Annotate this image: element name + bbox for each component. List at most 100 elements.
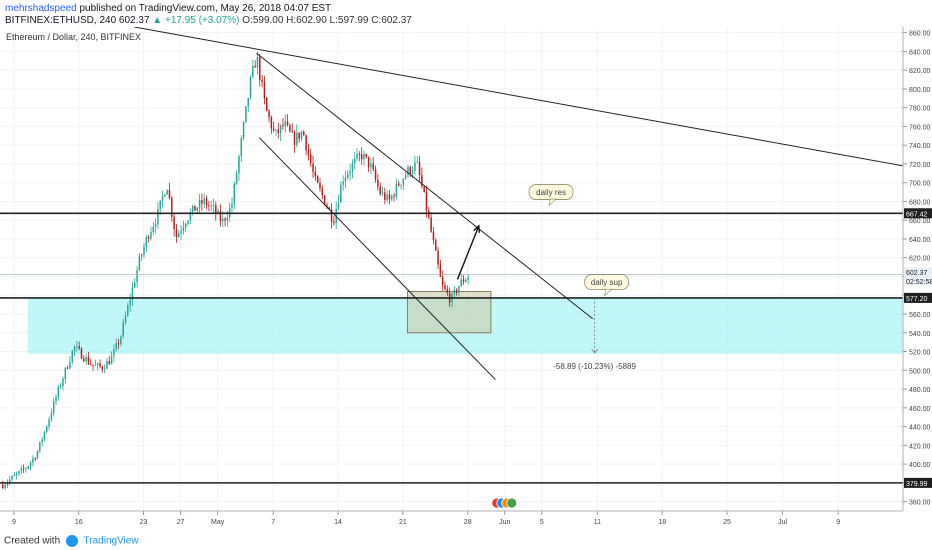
price-level-tag-bg <box>904 208 932 219</box>
candle-body <box>224 218 226 221</box>
candle-body <box>430 217 432 232</box>
candle-body <box>370 163 372 168</box>
x-tick-label: 23 <box>140 519 148 526</box>
candle-body <box>127 305 129 316</box>
candle-body <box>115 343 117 350</box>
candle-body <box>66 367 69 369</box>
candle-body <box>150 231 152 239</box>
candle-body <box>103 368 106 370</box>
candle-body <box>462 279 465 283</box>
candle-body <box>326 204 328 208</box>
candle-body <box>136 269 138 283</box>
candle-body <box>303 131 305 136</box>
candle-body <box>467 277 469 280</box>
candle-body <box>226 217 229 221</box>
candle-body <box>319 182 321 189</box>
x-tick-label: 9 <box>836 519 840 526</box>
candle-body <box>453 289 456 294</box>
candle-body <box>363 154 365 160</box>
candle-body <box>27 466 30 469</box>
candle-body <box>404 175 407 179</box>
candle-body <box>171 197 173 217</box>
x-tick-label: 18 <box>658 519 666 526</box>
x-tick-label: 11 <box>594 519 601 526</box>
candle-body <box>221 218 224 222</box>
candle-body <box>418 161 421 176</box>
y-tick-label: 620.00 <box>909 256 931 263</box>
price-axis[interactable]: 860.00 840.00 820.00 800.00 780.00 760.00 740.… <box>902 27 932 530</box>
y-tick-label: 460.00 <box>909 406 931 413</box>
candle-body <box>265 97 268 111</box>
candle-body <box>458 286 460 293</box>
candle-body <box>439 264 442 277</box>
time-axis[interactable]: 9 16 23 27 May 7 14 21 28 Jun 5 11 18 25 Jul 9 <box>0 497 903 526</box>
candle-body <box>421 175 423 187</box>
candle-body <box>94 365 97 366</box>
candle-body <box>402 178 405 185</box>
candle-body <box>365 154 368 157</box>
candle-body <box>455 289 458 293</box>
candle-body <box>50 413 53 420</box>
trendline <box>256 52 594 320</box>
candle-body <box>393 195 395 197</box>
candle-body <box>275 129 277 131</box>
candle-body <box>330 209 333 222</box>
candle-body <box>182 227 185 231</box>
candle-body <box>242 122 245 139</box>
candle-body <box>414 162 416 171</box>
last-price-tag-text: 602.37 <box>906 270 928 277</box>
x-tick-label: May <box>211 519 225 526</box>
candle-body <box>254 65 256 68</box>
candle-body <box>411 170 414 174</box>
candle-body <box>321 188 324 196</box>
candle-body <box>113 349 115 357</box>
candle-body <box>191 205 194 213</box>
candle-body <box>416 161 418 163</box>
candle-body <box>238 156 240 174</box>
measure-arrow-icon <box>591 348 598 354</box>
candle-body <box>372 163 374 170</box>
price-chart[interactable]: -58.89 (-10.23%) -5889 daily res daily sup… <box>0 27 932 530</box>
x-tick-label: 16 <box>75 519 83 526</box>
candle-body <box>15 473 18 476</box>
y-tick-label: 440.00 <box>909 425 931 432</box>
candle-body <box>80 348 83 359</box>
candle-body <box>351 163 354 172</box>
candle-body <box>159 200 161 210</box>
callout-pointer-icon <box>604 288 613 297</box>
trendline <box>134 27 904 167</box>
candle-body <box>397 183 400 186</box>
candle-body <box>194 205 196 211</box>
candle-body <box>272 128 275 131</box>
candle-body <box>166 190 168 195</box>
y-tick-label: 860.00 <box>909 31 931 38</box>
candle-body <box>101 366 104 370</box>
candle-body <box>189 212 192 221</box>
events-flags-icon[interactable] <box>491 497 518 509</box>
candle-body <box>219 210 222 222</box>
author-link[interactable]: mehrshadspeed <box>5 3 77 14</box>
candle-body <box>175 229 178 238</box>
measure-label: -58.89 (-10.23%) -5889 <box>553 362 636 371</box>
countdown-tag-text: 02:52:58 <box>906 279 932 286</box>
callout-label: daily res <box>536 188 566 197</box>
candle-body <box>307 150 310 155</box>
candle-body <box>157 209 159 225</box>
candle-body <box>120 336 122 345</box>
candle-body <box>284 121 287 127</box>
candle-body <box>360 154 363 160</box>
candle-body <box>4 484 6 488</box>
candle-body <box>62 378 64 387</box>
candle-body <box>261 79 263 83</box>
candle-body <box>444 285 446 290</box>
candle-body <box>131 287 134 300</box>
x-tick-label: 9 <box>12 519 16 526</box>
y-tick-label: 400.00 <box>909 462 931 469</box>
candle-body <box>437 250 439 265</box>
published-info: published on TradingView.com, May 26, 20… <box>79 3 332 14</box>
candle-body <box>2 484 4 488</box>
tradingview-brand[interactable]: TradingView <box>83 535 139 547</box>
y-tick-label: 840.00 <box>909 49 931 56</box>
candle-body <box>205 198 208 206</box>
candle-body <box>59 386 62 388</box>
